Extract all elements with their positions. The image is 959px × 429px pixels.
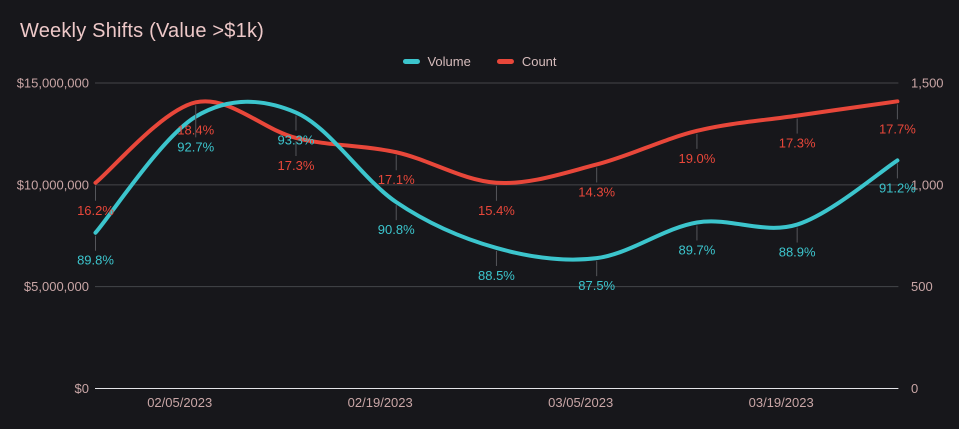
data-point-label-volume: 92.7% [177, 139, 214, 154]
data-point-label-count: 15.4% [478, 203, 515, 218]
data-point-label-count: 19.0% [678, 151, 715, 166]
legend-label-volume: Volume [427, 54, 471, 69]
volume-legend-swatch-icon [402, 59, 420, 64]
data-point-label-volume: 87.5% [578, 278, 615, 293]
data-point-label-volume: 93.3% [278, 133, 315, 148]
legend-label-count: Count [521, 54, 557, 69]
chart-legend: Volume Count [402, 54, 557, 69]
data-point-label-count: 16.2% [77, 203, 114, 218]
chart-title: Weekly Shifts (Value >$1k) [20, 20, 265, 42]
data-point-label-volume: 88.9% [779, 245, 816, 260]
legend-item-volume[interactable]: Volume [402, 54, 471, 69]
data-point-label-volume: 89.8% [77, 253, 114, 268]
x-axis-tick-label: 03/19/2023 [749, 395, 814, 410]
y-axis-left-tick-label: $5,000,000 [24, 279, 89, 294]
data-point-label-volume: 90.8% [378, 222, 415, 237]
x-axis-tick-label: 02/05/2023 [147, 395, 212, 410]
y-axis-right-tick-label: 0 [911, 381, 918, 396]
x-axis-tick-label: 02/19/2023 [348, 395, 413, 410]
x-axis-tick-label: 03/05/2023 [548, 395, 613, 410]
data-point-label-volume: 91.2% [879, 180, 916, 195]
data-point-label-count: 17.3% [278, 158, 315, 173]
y-axis-right-tick-label: 1,000 [911, 177, 944, 192]
data-point-label-volume: 89.7% [678, 243, 715, 258]
series-line-volume[interactable] [93, 99, 900, 262]
data-point-label-count: 17.1% [378, 172, 415, 187]
y-axis-left-tick-label: $0 [75, 381, 89, 396]
series-line-count[interactable] [93, 99, 900, 186]
data-point-label-count: 17.7% [879, 121, 916, 136]
y-axis-right-tick-label: 500 [911, 279, 933, 294]
data-point-label-count: 17.3% [779, 136, 816, 151]
y-axis-left-tick-label: $10,000,000 [17, 177, 89, 192]
y-axis-right-tick-label: 1,500 [911, 76, 944, 91]
legend-item-count[interactable]: Count [496, 54, 557, 69]
y-axis-left-tick-label: $15,000,000 [17, 76, 89, 91]
data-point-label-volume: 88.5% [478, 268, 515, 283]
data-point-label-count: 14.3% [578, 184, 615, 199]
count-legend-swatch-icon [496, 59, 514, 64]
